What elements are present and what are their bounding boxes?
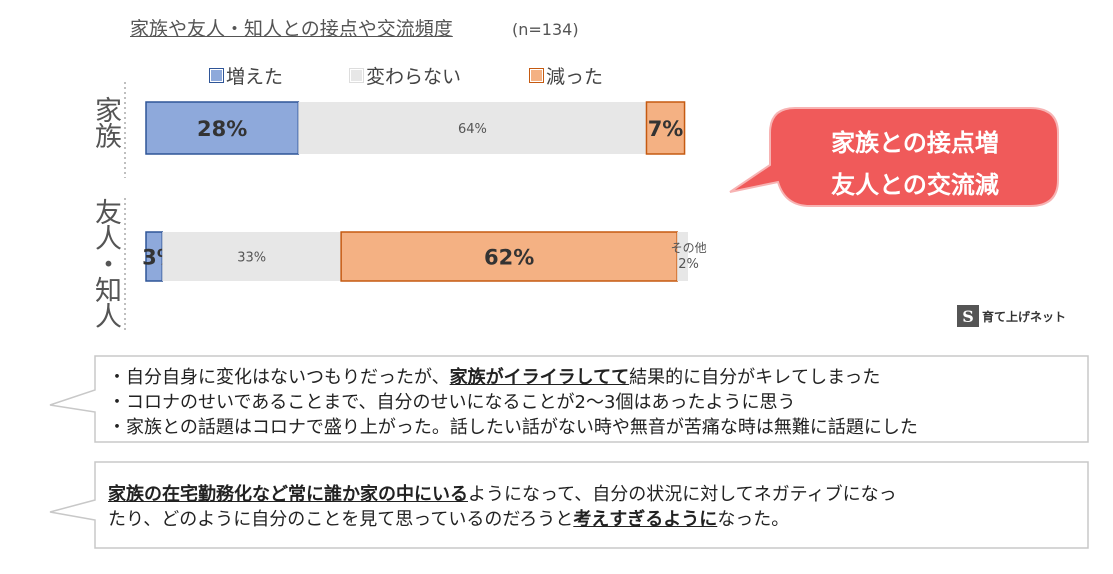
callout-text: 家族との接点増 友人との交流減 [770, 122, 1060, 206]
quote-text-1: ・自分自身に変化はないつもりだったが、家族がイライラしてて結果的に自分がキレてし… [108, 365, 918, 440]
quote-segment: ・家族との話題はコロナで盛り上がった。話したい話がない時や無音が苦痛な時は無難に… [108, 417, 918, 438]
bar-value-label: 2% [678, 257, 699, 272]
bar-value-label: 64% [458, 122, 487, 137]
brand-mark-icon: S [957, 305, 979, 327]
quote-emphasis: 家族がイライラしてて [449, 367, 630, 388]
brand-name: 育て上げネット [982, 309, 1067, 324]
brand-logo: S 育て上げネット [957, 305, 1066, 327]
quote-line: たり、どのように自分のことを見て思っているのだろうと考えすぎるようになった。 [108, 507, 897, 532]
quote-line: 家族の在宅勤務化など常に誰か家の中にいるようになって、自分の状況に対してネガティ… [108, 482, 897, 507]
quote-line: ・コロナのせいであることまで、自分のせいになることが2～3個はあったように思う [108, 390, 918, 415]
quote-segment: なった。 [717, 509, 790, 530]
callout-line-1: 家族との接点増 [831, 129, 999, 157]
quote-text-2: 家族の在宅勤務化など常に誰か家の中にいるようになって、自分の状況に対してネガティ… [108, 482, 897, 532]
bar-value-label: 33% [237, 251, 266, 266]
row-label-friends: 友人・知人 [90, 198, 121, 328]
chart-title: 家族や友人・知人との接点や交流頻度 [130, 18, 453, 40]
quote-segment: ・コロナのせいであることまで、自分のせいになることが2～3個はあったように思う [108, 392, 796, 413]
bar-segment [677, 232, 688, 281]
bar-segment [298, 102, 647, 154]
row-label-family: 家族 [90, 96, 121, 148]
quote-segment: ・自分自身に変化はないつもりだったが、 [108, 367, 450, 388]
bar-other-label: その他 [671, 241, 707, 255]
quote-line: ・自分自身に変化はないつもりだったが、家族がイライラしてて結果的に自分がキレてし… [108, 365, 918, 390]
quote-emphasis: 考えすぎるように [573, 509, 718, 530]
bar-value-label: 62% [484, 246, 534, 270]
bar-value-label: 28% [197, 117, 247, 141]
quote-emphasis: 家族の在宅勤務化など常に誰か家の中にいる [108, 484, 468, 505]
bar-segment [340, 231, 678, 282]
quote-segment: 結果的に自分がキレてしまった [629, 367, 881, 388]
bar-value-label: 7% [648, 117, 684, 141]
bar-segment [162, 232, 342, 281]
quote-segment: たり、どのように自分のことを見て思っているのだろうと [108, 509, 574, 530]
callout-line-2: 友人との交流減 [831, 171, 999, 199]
sample-size-note: (n=134) [512, 20, 579, 39]
bar-segment [145, 101, 300, 155]
bar-segment [645, 101, 686, 155]
quote-segment: ようになって、自分の状況に対してネガティブになっ [468, 484, 897, 505]
quote-line: ・家族との話題はコロナで盛り上がった。話したい話がない時や無音が苦痛な時は無難に… [108, 415, 918, 440]
